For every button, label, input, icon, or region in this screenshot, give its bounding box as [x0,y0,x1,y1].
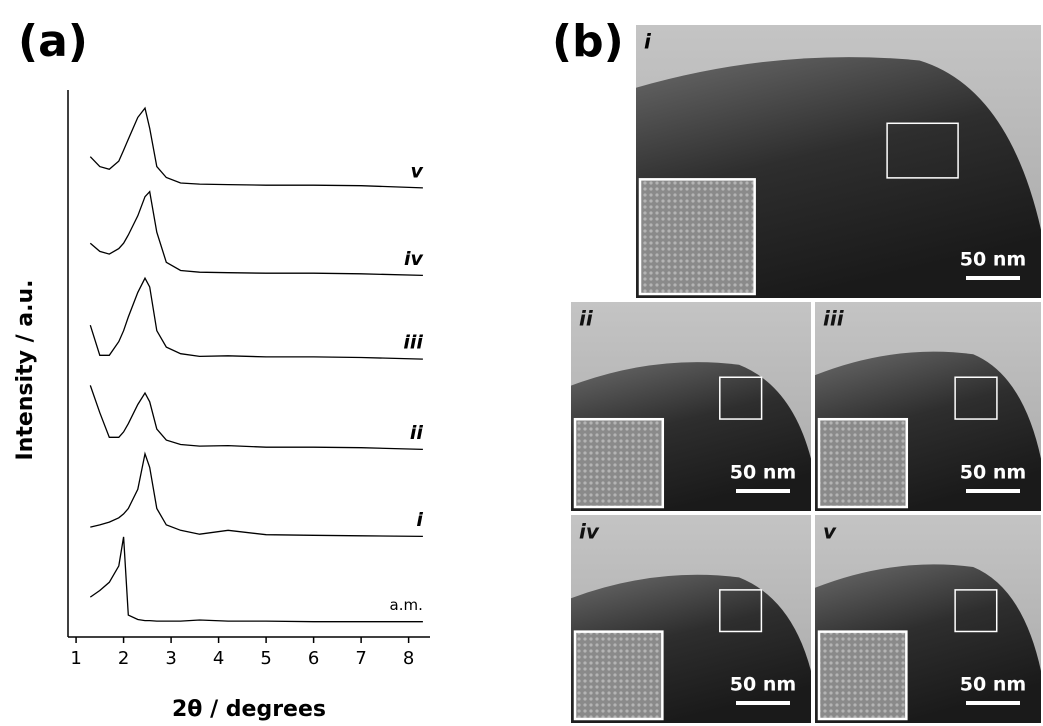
inset [819,419,907,507]
panel-label: ii [579,307,594,331]
x-tick-label: 7 [355,648,366,669]
panel-label: iv [579,520,600,544]
curve-label: ii [410,422,424,444]
inset [575,632,662,719]
xrd-curve [90,192,423,276]
panel-label: (a) [18,16,88,67]
inset [819,632,906,719]
x-tick-label: 4 [213,648,224,669]
curve-label: iii [403,332,423,354]
figure: (a) (b) Intensity / a.u. 2θ / degrees 1 2… [0,0,1043,726]
panel-label: iii [823,307,845,331]
curve-label: v [410,160,423,182]
inset [575,419,663,507]
scale-label: 50 nm [730,674,796,696]
x-tick-label: 8 [403,648,414,669]
x-tick-label: 1 [70,648,81,669]
x-tick-label: 3 [165,648,176,669]
xrd-curve [90,537,423,622]
curve-label: i [416,509,423,531]
xrd-curve [90,454,423,537]
scale-label: 50 nm [960,462,1026,484]
xrd-curve [90,385,423,449]
scale-label: 50 nm [960,674,1026,696]
x-tick-label: 6 [308,648,319,669]
scale-label: 50 nm [730,462,796,484]
panel-label: v [823,520,837,544]
panel-label: (b) [552,16,624,67]
panel-label: i [644,30,652,54]
curve-label: iv [404,248,424,270]
xrd-curve [90,108,423,188]
y-axis-label: Intensity / a.u. [13,279,38,460]
inset [640,179,755,294]
curve-label: a.m. [390,596,423,614]
xrd-curve [90,278,423,359]
x-axis-label: 2θ / degrees [172,697,326,722]
x-tick-label: 5 [260,648,271,669]
x-tick-label: 2 [118,648,129,669]
scale-label: 50 nm [960,249,1026,271]
